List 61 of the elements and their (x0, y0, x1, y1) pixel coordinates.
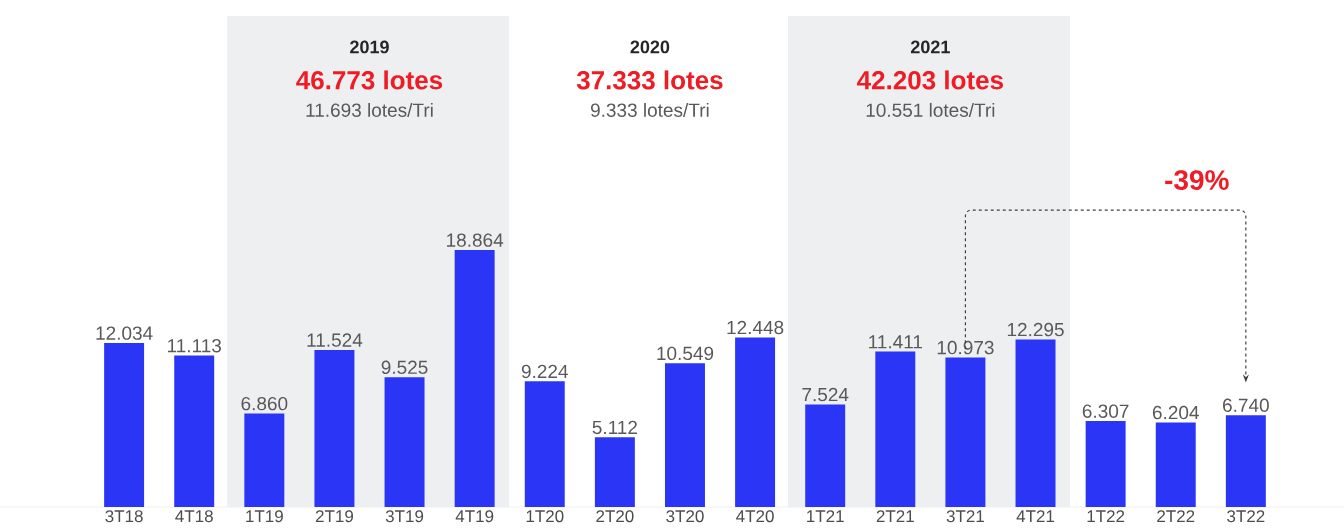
data-label: 12.448 (727, 320, 784, 335)
data-label: 12.034 (96, 326, 153, 340)
x-tick-label: 4T21 (1016, 510, 1055, 523)
x-tick-label: 4T19 (455, 510, 494, 523)
x-tick-label: 1T19 (246, 510, 283, 523)
text: 10.551 lotes/Tri (866, 102, 995, 117)
data-label: 6.204 (1152, 405, 1199, 420)
x-tick-label: 2T19 (315, 510, 354, 523)
bar (594, 437, 635, 507)
bar (174, 355, 215, 507)
text: 2020 (630, 40, 670, 54)
bar (735, 337, 776, 507)
x-tick-label: 3T21 (946, 510, 984, 523)
text: 37.333 lotes (576, 70, 723, 90)
x-tick-label: 3T20 (666, 510, 704, 523)
bar (875, 351, 916, 507)
text: 2019 (350, 40, 389, 54)
x-tick-label: 1T22 (1087, 510, 1125, 523)
bar (524, 381, 565, 507)
data-label: 10.549 (657, 346, 714, 361)
bar (805, 404, 846, 507)
bar (1085, 421, 1126, 507)
data-label: 11.113 (168, 338, 222, 353)
bar (1225, 415, 1266, 507)
data-label: 5.112 (592, 420, 637, 435)
text: 42.203 lotes (857, 70, 1003, 90)
data-label: 7.524 (802, 387, 849, 402)
data-label: 10.973 (937, 340, 994, 355)
bar (1155, 422, 1196, 507)
x-tick-label: 3T22 (1227, 510, 1265, 523)
x-tick-label: 3T18 (105, 510, 143, 523)
x-tick-label: 2T20 (596, 510, 634, 523)
bar (314, 350, 355, 507)
bar (945, 357, 986, 507)
bar (244, 413, 285, 507)
data-label: 11.524 (307, 333, 363, 347)
data-label: 6.860 (241, 396, 288, 411)
data-label: 6.740 (1223, 398, 1269, 412)
bar (454, 250, 495, 507)
data-label: 12.295 (1007, 322, 1064, 337)
x-tick-label: 2T21 (876, 510, 914, 523)
text: -39% (1165, 170, 1229, 190)
text: 2021 (910, 40, 950, 54)
data-label: 9.224 (521, 364, 568, 379)
bar (665, 363, 705, 507)
data-label: 6.307 (1082, 404, 1129, 418)
x-tick-label: 4T18 (175, 510, 213, 523)
x-tick-label: 3T19 (385, 510, 424, 523)
data-label: 18.864 (447, 233, 504, 247)
x-tick-label: 4T20 (736, 510, 774, 523)
text: 11.693 lotes/Tri (306, 102, 433, 117)
x-tick-label: 1T20 (526, 510, 564, 523)
text: 46.773 lotes (296, 70, 443, 90)
data-label: 9.525 (381, 360, 428, 375)
data-label: 11.411 (869, 335, 923, 349)
x-tick-label: 2T22 (1157, 510, 1195, 523)
bar (384, 377, 425, 507)
x-tick-label: 1T21 (807, 510, 844, 523)
bar (1015, 339, 1056, 507)
bar (104, 343, 145, 507)
text: 9.333 lotes/Tri (590, 102, 709, 117)
